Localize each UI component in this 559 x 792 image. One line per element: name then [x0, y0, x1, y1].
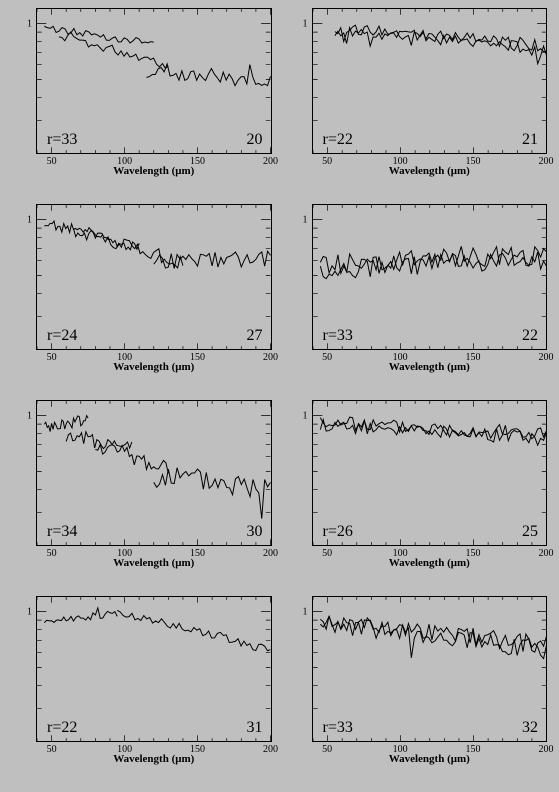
r-value-label: r=22: [47, 719, 77, 737]
x-tick-label: 200: [539, 156, 554, 167]
x-axis-label: Wavelength (μm): [389, 361, 470, 373]
x-tick-label: 50: [47, 352, 57, 363]
x-tick-label: 50: [322, 548, 332, 559]
panel-id-label: 25: [522, 523, 538, 541]
r-value-label: r=33: [47, 131, 77, 149]
spectrum-panel: Relative flux (log)150100150200Wavelengt…: [12, 400, 272, 572]
x-tick-label: 200: [539, 744, 554, 755]
plot-area: 150100150200Wavelength (μm)r=2221: [312, 8, 548, 154]
x-axis-label: Wavelength (μm): [389, 165, 470, 177]
x-tick-label: 200: [263, 744, 278, 755]
spectrum-panel: Relative flux (log)150100150200Wavelengt…: [288, 8, 548, 180]
y-tick-label: 1: [27, 410, 32, 421]
panel-id-label: 21: [522, 131, 538, 149]
spectrum-panel: Relative flux (log)150100150200Wavelengt…: [288, 204, 548, 376]
x-tick-label: 50: [47, 548, 57, 559]
x-tick-label: 50: [322, 352, 332, 363]
x-tick-label: 50: [47, 744, 57, 755]
panel-id-label: 20: [247, 131, 263, 149]
y-tick-label: 1: [303, 606, 308, 617]
spectrum-panel: Relative flux (log)150100150200Wavelengt…: [12, 204, 272, 376]
y-tick-label: 1: [27, 606, 32, 617]
r-value-label: r=24: [47, 327, 77, 345]
spectrum-panel: Relative flux (log)150100150200Wavelengt…: [12, 8, 272, 180]
plot-area: 150100150200Wavelength (μm)r=3322: [312, 204, 548, 350]
y-tick-label: 1: [27, 18, 32, 29]
y-tick-label: 1: [303, 410, 308, 421]
panel-id-label: 31: [247, 719, 263, 737]
panel-id-label: 32: [522, 719, 538, 737]
r-value-label: r=33: [323, 719, 353, 737]
y-tick-label: 1: [303, 18, 308, 29]
x-axis-label: Wavelength (μm): [113, 165, 194, 177]
x-tick-label: 200: [263, 548, 278, 559]
x-tick-label: 50: [322, 744, 332, 755]
r-value-label: r=33: [323, 327, 353, 345]
plot-area: 150100150200Wavelength (μm)r=3332: [312, 596, 548, 742]
x-tick-label: 50: [322, 156, 332, 167]
spectra-grid: Relative flux (log)150100150200Wavelengt…: [0, 0, 559, 776]
plot-area: 150100150200Wavelength (μm)r=3430: [36, 400, 272, 546]
x-tick-label: 200: [263, 156, 278, 167]
x-axis-label: Wavelength (μm): [389, 753, 470, 765]
r-value-label: r=22: [323, 131, 353, 149]
x-tick-label: 200: [539, 548, 554, 559]
plot-area: 150100150200Wavelength (μm)r=2231: [36, 596, 272, 742]
spectrum-panel: Relative flux (log)150100150200Wavelengt…: [12, 596, 272, 768]
x-axis-label: Wavelength (μm): [113, 753, 194, 765]
plot-area: 150100150200Wavelength (μm)r=2427: [36, 204, 272, 350]
plot-area: 150100150200Wavelength (μm)r=2625: [312, 400, 548, 546]
x-tick-label: 50: [47, 156, 57, 167]
x-axis-label: Wavelength (μm): [113, 361, 194, 373]
r-value-label: r=34: [47, 523, 77, 541]
x-axis-label: Wavelength (μm): [389, 557, 470, 569]
x-tick-label: 200: [539, 352, 554, 363]
panel-id-label: 27: [247, 327, 263, 345]
spectrum-panel: Relative flux (log)150100150200Wavelengt…: [288, 596, 548, 768]
x-tick-label: 200: [263, 352, 278, 363]
plot-area: 150100150200Wavelength (μm)r=3320: [36, 8, 272, 154]
x-axis-label: Wavelength (μm): [113, 557, 194, 569]
y-tick-label: 1: [303, 214, 308, 225]
y-tick-label: 1: [27, 214, 32, 225]
panel-id-label: 22: [522, 327, 538, 345]
spectrum-panel: Relative flux (log)150100150200Wavelengt…: [288, 400, 548, 572]
r-value-label: r=26: [323, 523, 353, 541]
panel-id-label: 30: [247, 523, 263, 541]
